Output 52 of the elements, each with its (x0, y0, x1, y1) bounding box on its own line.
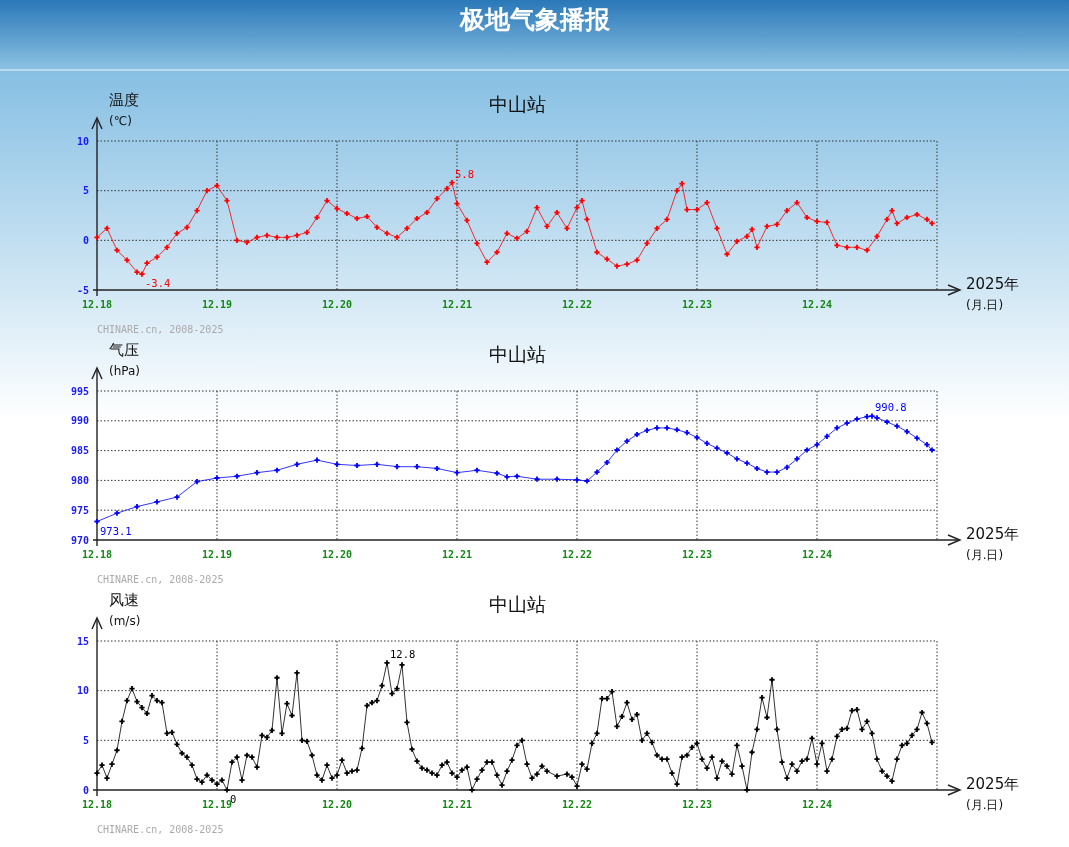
x-tick-label: 12.24 (801, 549, 833, 560)
y-tick-label: 15 (76, 635, 89, 647)
x-tick-label: 12.19 (201, 299, 233, 310)
x-tick-label: 12.18 (81, 549, 113, 560)
y-tick-label: 980 (70, 474, 89, 486)
chart-title: 中山站 (488, 343, 546, 365)
x-tick-label: 12.18 (81, 799, 113, 810)
y-tick-label: 10 (76, 135, 89, 147)
x-tick-label: 12.24 (801, 799, 833, 810)
chart-title: 中山站 (488, 593, 546, 615)
y-tick-label: 995 (70, 385, 89, 397)
text: CHINARE.cn, 2008-2025 (97, 574, 224, 585)
y-axis-title: 温度 (℃) (109, 91, 139, 128)
y-tick-label: 985 (70, 445, 89, 457)
annotation: 990.8 (875, 401, 907, 414)
text: 极地气象播报 (458, 5, 611, 34)
chart-title: 中山站 (488, 93, 546, 115)
y-axis-title: 气压 (hPa) (109, 341, 141, 378)
annotation: 5.8 (455, 167, 474, 180)
text: CHINARE.cn, 2008-2025 (97, 324, 224, 335)
x-tick-label: 12.22 (561, 799, 593, 810)
x-tick-label: 12.23 (681, 299, 713, 310)
annotation: 973.1 (100, 524, 132, 537)
x-tick-label: 12.18 (81, 299, 113, 310)
x-tick-label: 12.21 (441, 549, 473, 560)
y-tick-label: -5 (76, 284, 89, 296)
x-tick-label: 12.23 (681, 799, 713, 810)
x-tick-label: 12.19 (201, 549, 233, 560)
x-tick-label: 12.21 (441, 299, 473, 310)
y-axis-title: 风速 (m/s) (109, 591, 141, 628)
x-tick-label: 12.20 (321, 799, 353, 810)
x-tick-label: 12.20 (321, 549, 353, 560)
y-tick-label: 970 (70, 534, 89, 546)
y-tick-label: 5 (82, 734, 89, 746)
y-tick-label: 0 (82, 784, 89, 796)
x-tick-label: 12.24 (801, 299, 833, 310)
x-tick-label: 12.23 (681, 549, 713, 560)
y-tick-label: 975 (70, 504, 89, 516)
x-tick-label: 12.21 (441, 799, 473, 810)
x-axis-title: 2025年 (月.日) (966, 525, 1020, 562)
y-tick-label: 10 (76, 685, 89, 697)
x-tick-label: 12.22 (561, 299, 593, 310)
annotation: -3.4 (145, 277, 171, 290)
x-tick-label: 12.22 (561, 549, 593, 560)
y-tick-label: 990 (70, 415, 89, 427)
x-tick-label: 12.20 (321, 299, 353, 310)
y-tick-label: 5 (82, 185, 89, 197)
annotation: 12.8 (390, 647, 416, 660)
text: CHINARE.cn, 2008-2025 (97, 824, 224, 835)
y-tick-label: 0 (82, 234, 89, 246)
x-axis-title: 2025年 (月.日) (966, 275, 1020, 312)
x-axis-title: 2025年 (月.日) (966, 775, 1020, 812)
